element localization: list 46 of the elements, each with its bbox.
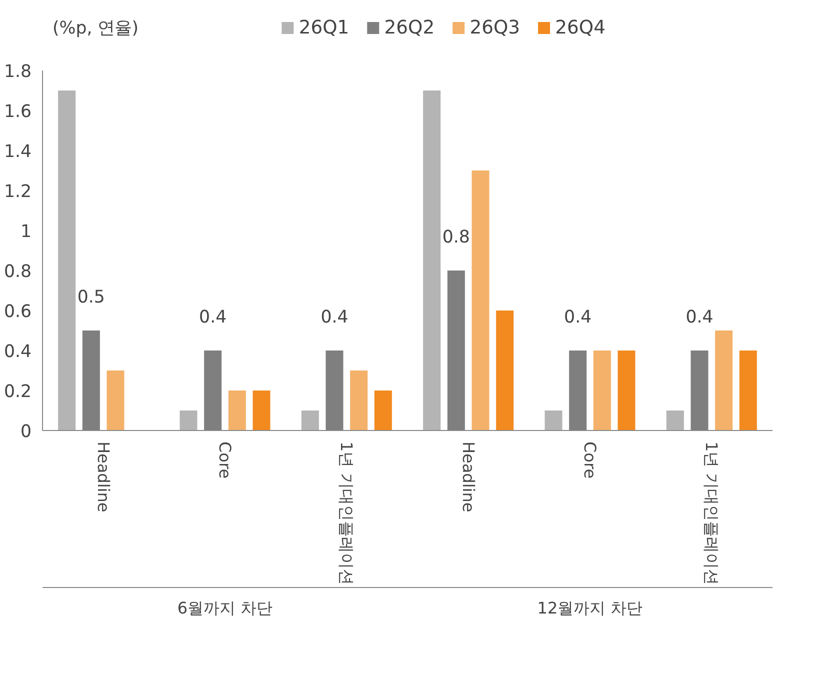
bar: [544, 410, 562, 430]
bar: [180, 410, 198, 430]
x-tick-label: Core: [216, 442, 234, 479]
y-tick-label: 0.6: [4, 302, 32, 322]
x-tick-label: 1년 기대인플레이션: [337, 442, 356, 585]
bar: [374, 390, 392, 430]
data-label: 0.4: [320, 308, 348, 328]
bar: [618, 350, 636, 430]
x-tick-label: Headline: [94, 442, 113, 512]
bar: [228, 390, 246, 430]
data-label: 0.5: [77, 288, 105, 308]
y-tick-label: 1.2: [4, 182, 32, 202]
x-tick-label: Core: [580, 442, 600, 479]
data-label: 0.4: [199, 308, 227, 328]
bar: [472, 170, 490, 430]
legend-label: 26Q3: [470, 18, 520, 38]
y-tick-label: 1: [20, 222, 32, 242]
legend-label: 26Q4: [555, 18, 606, 38]
data-label: 0.8: [442, 228, 470, 248]
x-tick-label: Headline: [458, 442, 478, 512]
bar: [252, 390, 270, 430]
bar: [106, 370, 124, 430]
bar: [350, 370, 368, 430]
y-tick-label: 0.2: [4, 382, 32, 402]
bar: [301, 410, 319, 430]
text: 6월까지 차단: [177, 598, 273, 618]
data-label: 0.4: [564, 308, 592, 328]
bar: [423, 90, 441, 430]
x-tick-label: 1년 기대인플레이션: [702, 442, 722, 585]
y-tick-label: 0: [20, 422, 32, 442]
bar: [739, 350, 757, 430]
legend-label: 26Q1: [298, 18, 350, 38]
y-tick-label: 1.6: [4, 102, 32, 122]
y-axis-title: (%p, 연율): [52, 18, 139, 38]
y-tick-label: 1.4: [4, 142, 32, 162]
legend-label: 26Q2: [384, 18, 435, 38]
y-tick-label: 1.8: [4, 62, 32, 82]
bar: [496, 310, 514, 430]
bar: [666, 410, 684, 430]
data-label: 0.4: [686, 308, 714, 328]
text: 12월까지 차단: [537, 598, 643, 618]
bar: [715, 330, 733, 430]
bar: [58, 90, 76, 430]
bar: [593, 350, 611, 430]
y-tick-label: 0.8: [4, 262, 32, 282]
y-tick-label: 0.4: [4, 342, 32, 362]
